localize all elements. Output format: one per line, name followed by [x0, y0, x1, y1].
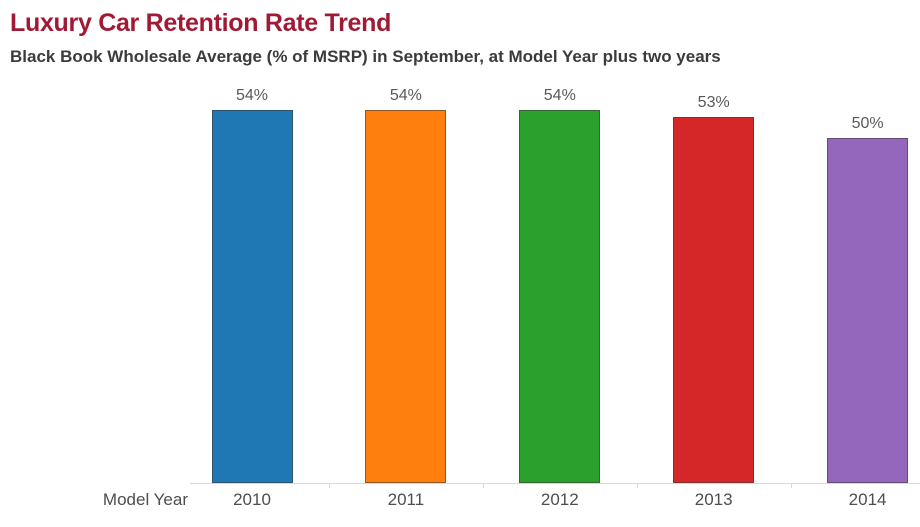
- bar-value-label-2011: 54%: [389, 87, 422, 104]
- bar-value-label-2014: 50%: [851, 115, 884, 132]
- x-tick-label-2014: 2014: [848, 490, 887, 509]
- bar-2013: [673, 117, 755, 483]
- bar-2014: [827, 138, 909, 483]
- bar-value-label-2013: 53%: [697, 94, 730, 111]
- x-tick-label-2010: 2010: [233, 490, 271, 509]
- x-axis-line: [190, 483, 920, 484]
- x-tick-label-2011: 2011: [387, 490, 425, 509]
- bar-2010: [211, 110, 293, 483]
- x-axis-tick: [329, 483, 330, 488]
- x-axis-title: Model Year: [102, 490, 188, 509]
- chart-subtitle: Black Book Wholesale Average (% of MSRP)…: [10, 47, 721, 66]
- x-axis-tick: [791, 483, 792, 488]
- bar-2011: [365, 110, 447, 483]
- bar-2012: [519, 110, 601, 483]
- x-tick-label-2013: 2013: [694, 490, 733, 509]
- bar-value-label-2010: 54%: [235, 87, 269, 104]
- chart-title: Luxury Car Retention Rate Trend: [10, 9, 392, 37]
- x-tick-label-2012: 2012: [540, 490, 579, 509]
- x-axis-tick: [483, 483, 484, 488]
- bar-value-label-2012: 54%: [543, 87, 576, 104]
- x-axis-tick: [637, 483, 638, 488]
